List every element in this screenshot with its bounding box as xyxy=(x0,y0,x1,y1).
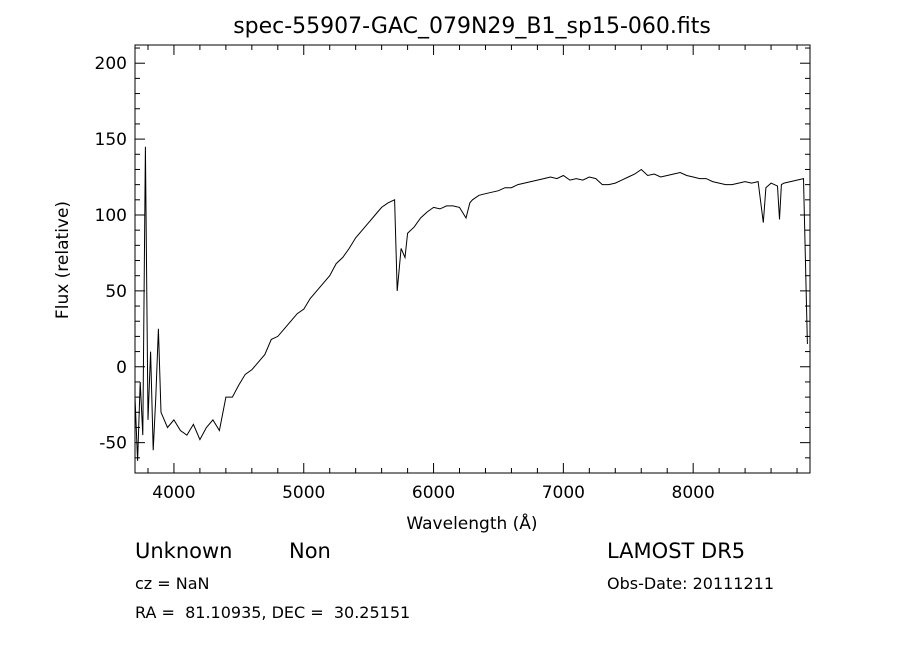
coordinates-text: RA = 81.10935, DEC = 30.25151 xyxy=(135,603,411,622)
y-tick-label: -50 xyxy=(99,434,127,454)
x-tick-label: 5000 xyxy=(282,483,325,503)
x-tick-label: 7000 xyxy=(542,483,585,503)
subclass-label: Non xyxy=(289,539,331,563)
y-tick-label: 50 xyxy=(105,282,127,302)
tick-label-layer: 4000 5000 6000 7000 8000 -50 0 50 100 150 200 xyxy=(95,54,715,503)
y-axis-label: Flux (relative) xyxy=(53,201,73,319)
y-tick-label: 150 xyxy=(95,130,127,150)
spectrum-line xyxy=(134,146,808,461)
plot-frame xyxy=(134,44,811,474)
x-tick-label: 4000 xyxy=(152,483,195,503)
class-label: Unknown xyxy=(135,539,233,563)
obs-date-text: Obs-Date: 20111211 xyxy=(607,574,775,593)
y-tick-label: 0 xyxy=(116,358,127,378)
redshift-text: cz = NaN xyxy=(135,574,210,593)
x-tick-label: 8000 xyxy=(672,483,715,503)
y-tick-label: 200 xyxy=(95,54,127,74)
y-tick-label: 100 xyxy=(95,206,127,226)
x-tick-label: 6000 xyxy=(412,483,455,503)
x-axis-label: Wavelength (Å) xyxy=(406,512,537,534)
chart-title: spec-55907-GAC_079N29_B1_sp15-060.fits xyxy=(233,14,711,39)
tick-layer xyxy=(135,45,810,474)
survey-label: LAMOST DR5 xyxy=(607,539,746,563)
